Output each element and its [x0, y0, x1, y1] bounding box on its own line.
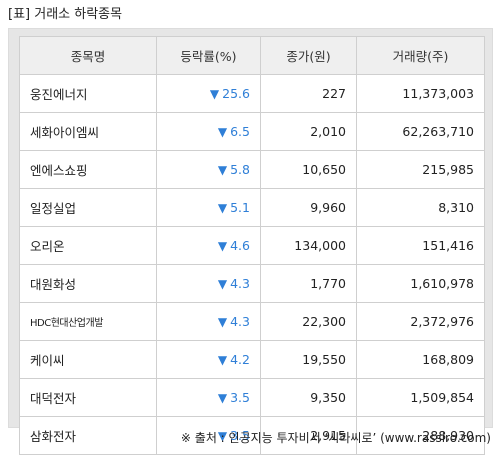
trade-volume: 62,263,710	[356, 112, 485, 151]
change-rate: ▼ 3.5	[156, 416, 261, 455]
trade-volume: 2,372,976	[356, 302, 485, 341]
change-value: 4.3	[230, 276, 250, 291]
change-rate: ▼ 5.8	[156, 150, 261, 189]
change-value: 6.5	[230, 124, 250, 139]
table-row: 세화아이엠씨 ▼ 6.5 2,010 62,263,710	[19, 112, 485, 151]
down-arrow-icon: ▼	[217, 277, 228, 291]
trade-volume: 8,310	[356, 188, 485, 227]
column-header-price: 종가(원)	[260, 36, 357, 75]
down-arrow-icon: ▼	[217, 391, 228, 405]
table-frame: 종목명 등락률(%) 종가(원) 거래량(주) 웅진에너지 ▼ 25.6 227 …	[8, 28, 493, 455]
stock-name: 웅진에너지	[19, 74, 157, 113]
trade-volume: 288,930	[356, 416, 485, 455]
stock-name: 삼화전자	[19, 416, 157, 455]
change-rate: ▼ 5.1	[156, 188, 261, 227]
column-header-name: 종목명	[19, 36, 157, 75]
stock-name: 엔에스쇼핑	[19, 150, 157, 189]
table-row: 오리온 ▼ 4.6 134,000 151,416	[19, 226, 485, 265]
stock-name: HDC현대산업개발	[19, 302, 157, 341]
change-rate: ▼ 3.5	[156, 378, 261, 417]
change-rate: ▼ 4.3	[156, 264, 261, 303]
down-arrow-icon: ▼	[217, 429, 228, 443]
down-arrow-icon: ▼	[217, 315, 228, 329]
column-header-change: 등락률(%)	[156, 36, 261, 75]
table-row: 엔에스쇼핑 ▼ 5.8 10,650 215,985	[19, 150, 485, 189]
close-price: 2,010	[260, 112, 357, 151]
source-note: ※ 출처 : 인공지능 투자비서 ‘시라씨로’ (www.rassiro.com…	[180, 431, 491, 445]
trade-volume: 1,509,854	[356, 378, 485, 417]
close-price: 22,300	[260, 302, 357, 341]
down-arrow-icon: ▼	[217, 163, 228, 177]
close-price: 134,000	[260, 226, 357, 265]
change-rate: ▼ 6.5	[156, 112, 261, 151]
down-arrow-icon: ▼	[217, 201, 228, 215]
close-price: 9,960	[260, 188, 357, 227]
page-title: [표] 거래소 하락종목	[8, 7, 123, 22]
change-rate: ▼ 4.6	[156, 226, 261, 265]
stock-name: 케이씨	[19, 340, 157, 379]
down-arrow-icon: ▼	[217, 125, 228, 139]
change-value: 4.2	[230, 352, 250, 367]
close-price: 10,650	[260, 150, 357, 189]
change-value: 5.8	[230, 162, 250, 177]
stock-name: 대덕전자	[19, 378, 157, 417]
close-price: 1,770	[260, 264, 357, 303]
trade-volume: 215,985	[356, 150, 485, 189]
table-row: 일정실업 ▼ 5.1 9,960 8,310	[19, 188, 485, 227]
change-value: 25.6	[222, 86, 250, 101]
table-row: 대원화성 ▼ 4.3 1,770 1,610,978	[19, 264, 485, 303]
change-value: 5.1	[230, 200, 250, 215]
stock-name: 세화아이엠씨	[19, 112, 157, 151]
table-row: 케이씨 ▼ 4.2 19,550 168,809	[19, 340, 485, 379]
table-row: HDC현대산업개발 ▼ 4.3 22,300 2,372,976	[19, 302, 485, 341]
close-price: 227	[260, 74, 357, 113]
down-arrow-icon: ▼	[209, 87, 220, 101]
table-row: 웅진에너지 ▼ 25.6 227 11,373,003	[19, 74, 485, 113]
change-value: 4.6	[230, 238, 250, 253]
column-header-volume: 거래량(주)	[356, 36, 485, 75]
stock-name: 대원화성	[19, 264, 157, 303]
trade-volume: 1,610,978	[356, 264, 485, 303]
table-row: 삼화전자 ▼ 3.5 2,915 288,930	[19, 416, 485, 455]
change-value: 3.5	[230, 390, 250, 405]
close-price: 19,550	[260, 340, 357, 379]
down-arrow-icon: ▼	[217, 353, 228, 367]
down-arrow-icon: ▼	[217, 239, 228, 253]
table-row: 대덕전자 ▼ 3.5 9,350 1,509,854	[19, 378, 485, 417]
table-header-row: 종목명 등락률(%) 종가(원) 거래량(주)	[19, 36, 485, 75]
stock-name: 일정실업	[19, 188, 157, 227]
falling-stocks-table: 종목명 등락률(%) 종가(원) 거래량(주) 웅진에너지 ▼ 25.6 227 …	[19, 36, 485, 455]
close-price: 9,350	[260, 378, 357, 417]
change-rate: ▼ 25.6	[156, 74, 261, 113]
change-rate: ▼ 4.3	[156, 302, 261, 341]
trade-volume: 151,416	[356, 226, 485, 265]
change-value: 3.5	[230, 428, 250, 443]
trade-volume: 168,809	[356, 340, 485, 379]
close-price: 2,915	[260, 416, 357, 455]
stock-name: 오리온	[19, 226, 157, 265]
change-rate: ▼ 4.2	[156, 340, 261, 379]
change-value: 4.3	[230, 314, 250, 329]
trade-volume: 11,373,003	[356, 74, 485, 113]
